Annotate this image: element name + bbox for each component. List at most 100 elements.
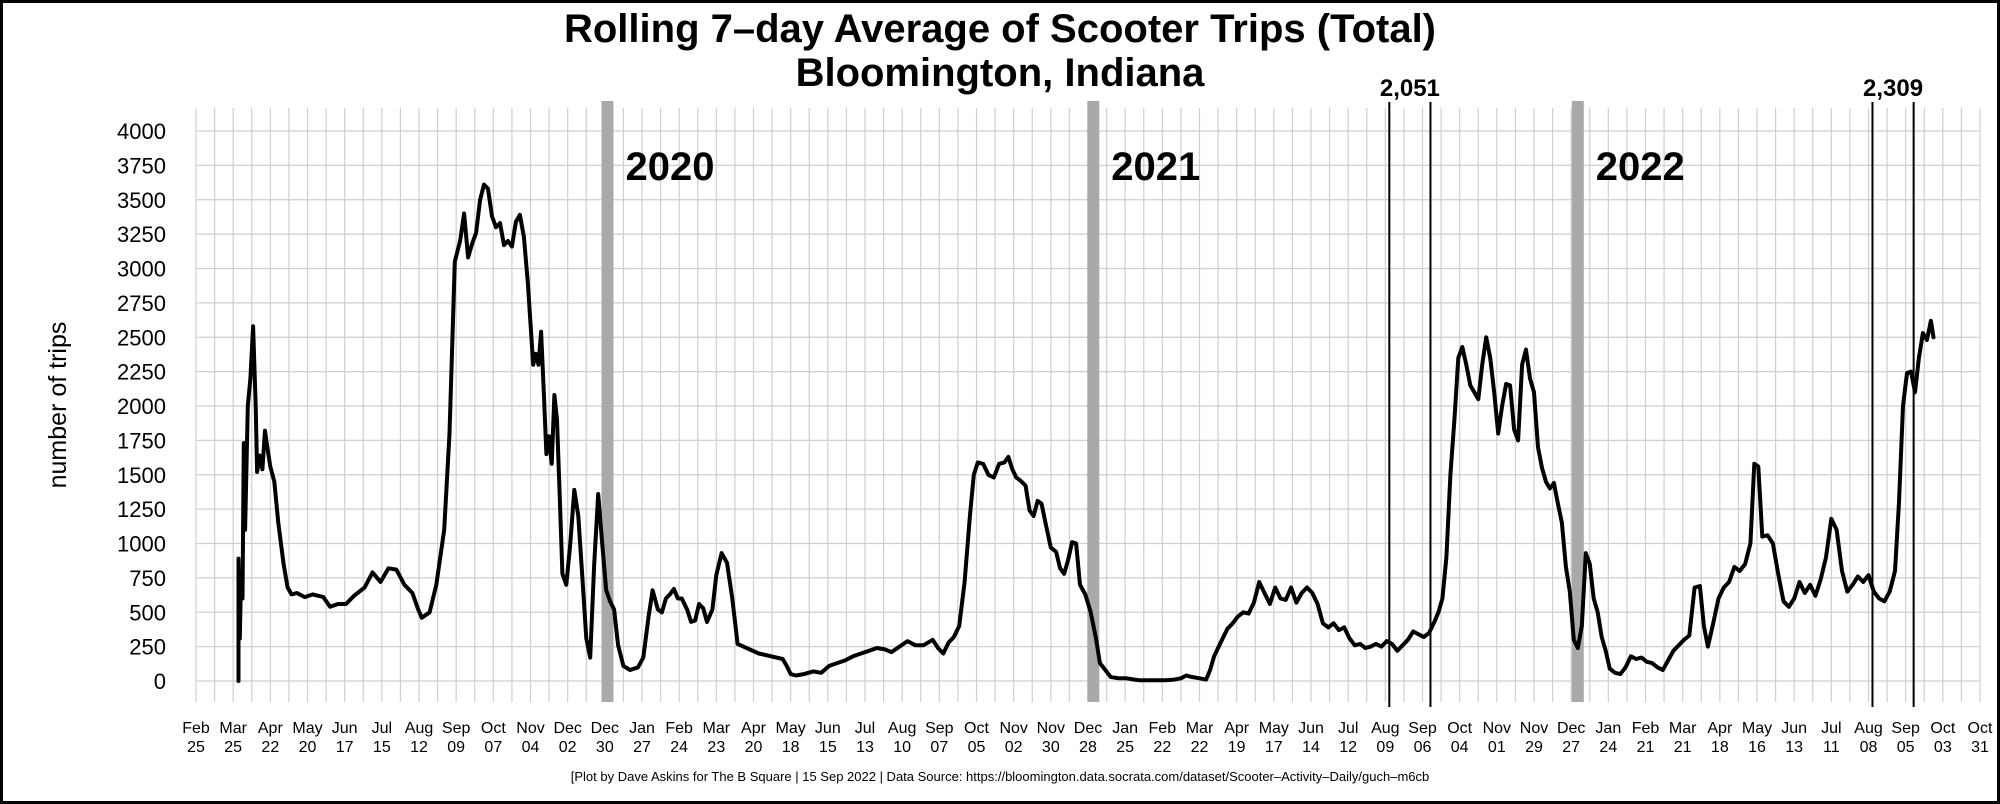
annotation-label: 2,051 <box>1380 75 1440 102</box>
x-tick-day: 22 <box>1191 739 1209 756</box>
x-tick-month: Apr <box>1707 720 1733 737</box>
x-tick-day: 04 <box>522 739 540 756</box>
x-tick-day: 17 <box>336 739 354 756</box>
x-tick-month: Nov <box>1483 720 1511 737</box>
annotation-layer: 2,051 2,309 <box>1380 75 1923 707</box>
x-tick-day: 20 <box>745 739 763 756</box>
x-tick-month: Jun <box>332 720 358 737</box>
x-tick-day: 19 <box>1228 739 1246 756</box>
x-tick-month: May <box>1259 720 1289 737</box>
x-tick-day: 10 <box>893 739 911 756</box>
x-tick-day: 15 <box>819 739 837 756</box>
x-tick-day: 13 <box>856 739 874 756</box>
x-tick-month: Dec <box>1557 720 1585 737</box>
x-tick-day: 12 <box>1339 739 1357 756</box>
x-tick-day: 21 <box>1674 739 1692 756</box>
x-tick-day: 03 <box>1934 739 1952 756</box>
y-tick-label: 2000 <box>117 394 166 419</box>
x-tick-month: Jun <box>1781 720 1807 737</box>
x-tick-day: 20 <box>299 739 317 756</box>
x-tick-day: 25 <box>187 739 205 756</box>
x-tick-day: 02 <box>1005 739 1023 756</box>
y-tick-label: 1500 <box>117 463 166 488</box>
x-tick-day: 09 <box>1376 739 1394 756</box>
x-tick-month: Jul <box>855 720 875 737</box>
x-tick-day: 05 <box>1897 739 1915 756</box>
y-tick-label: 0 <box>154 669 166 694</box>
x-tick-day: 06 <box>1414 739 1432 756</box>
year-divider-bar <box>601 101 614 702</box>
y-tick-label: 3750 <box>117 153 166 178</box>
x-tick-month: Sep <box>1408 720 1437 737</box>
x-tick-day: 25 <box>1116 739 1134 756</box>
x-tick-day: 07 <box>930 739 948 756</box>
y-axis-label: number of trips <box>44 322 72 489</box>
x-tick-day: 18 <box>782 739 800 756</box>
x-tick-month: Nov <box>1037 720 1065 737</box>
x-tick-month: Sep <box>925 720 954 737</box>
series-line-scooter-trips <box>236 182 1936 683</box>
y-tick-label: 1750 <box>117 428 166 453</box>
chart-subtitle: Bloomington, Indiana <box>796 51 1206 95</box>
x-tick-month: Oct <box>1968 720 1993 737</box>
x-tick-day: 14 <box>1302 739 1320 756</box>
x-tick-day: 13 <box>1785 739 1803 756</box>
x-tick-day: 05 <box>968 739 986 756</box>
x-tick-day: 15 <box>373 739 391 756</box>
x-tick-month: Apr <box>1224 720 1250 737</box>
x-tick-month: Sep <box>1891 720 1920 737</box>
x-tick-month: Mar <box>703 720 731 737</box>
y-tick-label: 1000 <box>117 532 166 557</box>
x-tick-day: 28 <box>1079 739 1097 756</box>
x-tick-day: 02 <box>559 739 577 756</box>
x-tick-day: 22 <box>261 739 279 756</box>
x-tick-month: May <box>292 720 322 737</box>
year-label: 2022 <box>1596 145 1685 189</box>
year-divider-bar <box>1087 101 1100 702</box>
y-tick-label: 1250 <box>117 497 166 522</box>
x-tick-labels: Feb 25 Mar 25 Apr 22 May 20 Jun 17 Jul 15 Aug 12 Sep 09… <box>182 720 1993 756</box>
x-tick-month: Jul <box>1821 720 1841 737</box>
x-tick-month: Dec <box>553 720 581 737</box>
x-tick-day: 29 <box>1525 739 1543 756</box>
x-tick-month: Oct <box>481 720 506 737</box>
y-tick-labels: 0 250 500 750 1000 1250 1500 1750 2000 2250 2500 27… <box>117 119 166 694</box>
x-tick-month: Nov <box>999 720 1027 737</box>
x-tick-day: 04 <box>1451 739 1469 756</box>
y-tick-label: 250 <box>129 635 166 660</box>
x-tick-month: Feb <box>1149 720 1177 737</box>
x-tick-month: Jun <box>815 720 841 737</box>
x-tick-month: Dec <box>591 720 619 737</box>
x-tick-month: Sep <box>442 720 471 737</box>
x-tick-month: Feb <box>665 720 693 737</box>
x-tick-month: Nov <box>1520 720 1548 737</box>
x-tick-day: 21 <box>1637 739 1655 756</box>
y-tick-label: 500 <box>129 600 166 625</box>
x-tick-month: Jul <box>372 720 392 737</box>
y-tick-label: 750 <box>129 566 166 591</box>
x-tick-day: 09 <box>447 739 465 756</box>
chart-caption: [Plot by Dave Askins for The B Square | … <box>571 769 1429 784</box>
x-tick-day: 27 <box>1562 739 1580 756</box>
x-tick-month: Jan <box>629 720 655 737</box>
annotation-label: 2,309 <box>1863 75 1923 102</box>
x-tick-day: 24 <box>670 739 688 756</box>
year-label: 2021 <box>1111 145 1200 189</box>
y-tick-label: 2250 <box>117 360 166 385</box>
x-tick-day: 31 <box>1971 739 1989 756</box>
x-tick-day: 23 <box>707 739 725 756</box>
x-tick-day: 07 <box>484 739 502 756</box>
series-layer <box>236 182 1936 683</box>
x-tick-month: Aug <box>1854 720 1882 737</box>
x-tick-month: Aug <box>405 720 433 737</box>
x-tick-month: Feb <box>182 720 210 737</box>
y-tick-label: 2750 <box>117 291 166 316</box>
y-tick-label: 3000 <box>117 257 166 282</box>
x-tick-day: 18 <box>1711 739 1729 756</box>
chart-title: Rolling 7–day Average of Scooter Trips (… <box>564 7 1436 51</box>
x-tick-month: Dec <box>1074 720 1102 737</box>
x-tick-day: 27 <box>633 739 651 756</box>
x-tick-day: 30 <box>596 739 614 756</box>
x-tick-month: Oct <box>964 720 989 737</box>
